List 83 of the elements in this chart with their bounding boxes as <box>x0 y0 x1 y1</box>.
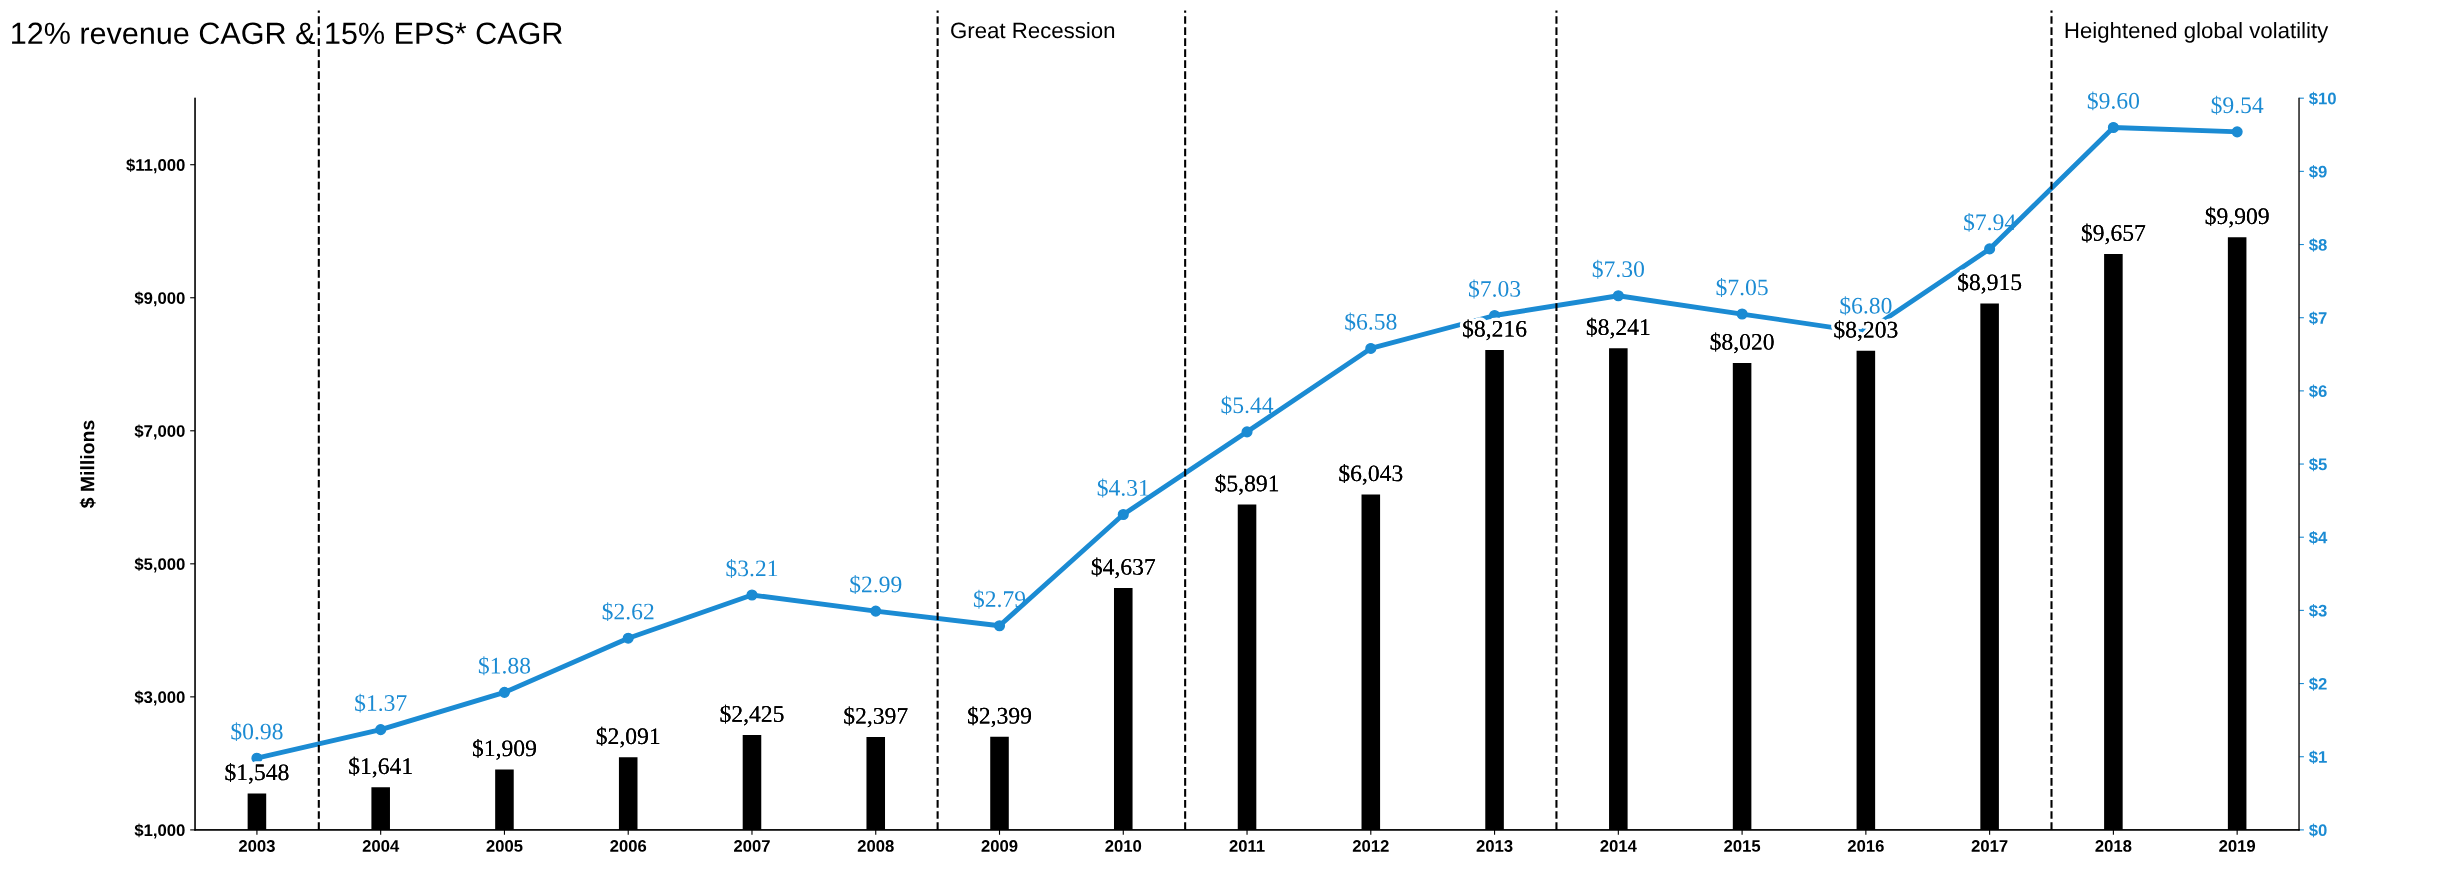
data-label: $6.80 <box>1840 296 1892 316</box>
point <box>2231 126 2243 138</box>
y2-tick-label: $6 <box>2308 384 2327 399</box>
y2-tick-label: $4 <box>2308 530 2328 545</box>
data-label: $1.88 <box>478 656 531 676</box>
y2-tick-label: $1 <box>2308 750 2327 764</box>
y2-tick-label: $3 <box>2308 604 2327 618</box>
data-label: $3.21 <box>726 559 778 578</box>
data-label: $4.31 <box>1097 478 1149 498</box>
data-label: $5,891 <box>1215 474 1279 495</box>
point <box>1117 508 1129 521</box>
y-tick-label: $1,000 <box>134 823 185 839</box>
data-label: $1,548 <box>225 762 289 784</box>
point <box>870 605 882 617</box>
x-tick-label: 2017 <box>1971 840 2008 852</box>
data-label: $8,915 <box>1958 272 2022 294</box>
point <box>498 686 511 698</box>
data-label: $2,399 <box>968 706 1032 728</box>
data-label: $8,020 <box>1710 332 1774 354</box>
y2-tick-label: $8 <box>2308 238 2327 252</box>
data-label: $7.30 <box>1592 259 1644 279</box>
data-label: $9,909 <box>2205 206 2269 228</box>
point <box>1736 308 1748 320</box>
data-label: $8,216 <box>1463 319 1527 341</box>
y-tick-label: $9,000 <box>134 291 185 307</box>
x-tick-label: 2015 <box>1724 840 1761 852</box>
x-tick-label: 2018 <box>2095 840 2132 852</box>
data-label: $8,241 <box>1586 317 1650 339</box>
data-label: $1.37 <box>355 693 407 713</box>
data-label: $2,397 <box>844 706 908 728</box>
x-tick-label: 2014 <box>1600 840 1637 852</box>
data-label: $6,043 <box>1339 463 1403 485</box>
point <box>1241 426 1253 438</box>
x-tick-label: 2007 <box>734 840 770 852</box>
data-label: $1,641 <box>349 756 412 778</box>
point <box>375 724 387 736</box>
y-tick-label: $5,000 <box>134 557 185 573</box>
point <box>1612 290 1624 302</box>
point <box>1365 342 1377 354</box>
data-label: $7.05 <box>1716 278 1768 297</box>
x-tick-label: 2016 <box>1847 840 1884 852</box>
data-label: $4,637 <box>1091 557 1156 579</box>
data-label: $2.99 <box>850 575 902 594</box>
point <box>993 620 1006 632</box>
y-tick-label: $11,000 <box>126 158 185 174</box>
data-label: $9,657 <box>2081 223 2146 245</box>
data-label: $0.98 <box>231 722 283 742</box>
point <box>2107 121 2119 134</box>
x-tick-label: 2008 <box>857 840 894 852</box>
x-tick-label: 2005 <box>486 840 523 852</box>
data-label: $5.44 <box>1221 395 1274 415</box>
data-label: $2,091 <box>596 726 660 748</box>
x-tick-label: 2006 <box>610 840 647 852</box>
data-label: $1,909 <box>473 738 536 760</box>
x-tick-label: 2003 <box>238 840 275 852</box>
data-label: $9.54 <box>2211 95 2264 115</box>
y2-tick-label: $7 <box>2308 311 2327 325</box>
y2-tick-label: $0 <box>2308 823 2327 838</box>
x-tick-label: 2019 <box>2219 840 2256 852</box>
x-tick-label: 2011 <box>1229 840 1265 852</box>
ref-line-label: Heightened global volatility <box>2065 21 2329 43</box>
x-tick-label: 2004 <box>362 840 400 852</box>
chart-title: 12% revenue CAGR & 15% EPS* CAGR <box>12 22 562 45</box>
y2-tick-label: $9 <box>2308 165 2327 179</box>
data-label: $6.58 <box>1345 312 1397 332</box>
point <box>746 589 758 601</box>
x-tick-label: 2013 <box>1476 840 1513 852</box>
x-tick-label: 2009 <box>981 840 1018 852</box>
data-label: $9.60 <box>2087 91 2140 111</box>
x-tick-label: 2010 <box>1105 840 1142 852</box>
data-label: $2.62 <box>602 602 654 622</box>
point <box>1984 243 1996 255</box>
data-label: $2,425 <box>720 704 784 726</box>
y-tick-label: $7,000 <box>134 424 185 440</box>
x-tick-label: 2012 <box>1352 840 1389 852</box>
y2-tick-label: $5 <box>2308 457 2327 472</box>
y-tick-label: $3,000 <box>134 690 185 706</box>
y-axis-title: $ Millions <box>79 420 96 509</box>
y2-tick-label: $2 <box>2308 677 2327 691</box>
ref-line-label: Great Recession <box>951 21 1115 39</box>
y2-tick-label: $10 <box>2308 91 2336 106</box>
point <box>622 632 634 644</box>
data-label: $7.03 <box>1469 279 1521 299</box>
